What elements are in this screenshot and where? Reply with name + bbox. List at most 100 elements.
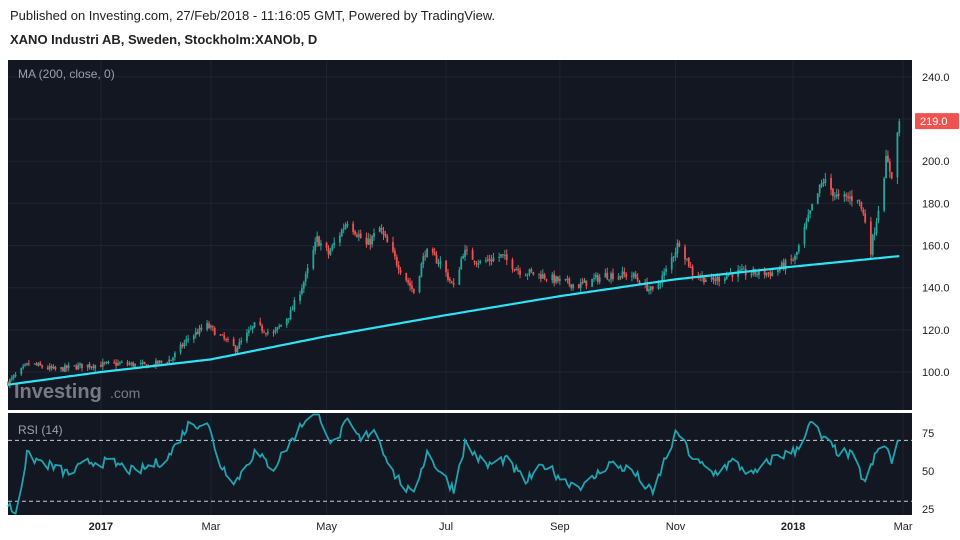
ma-indicator-label: MA (200, close, 0)	[18, 67, 115, 81]
watermark-brand: Investing	[14, 381, 102, 403]
candle-body	[393, 250, 396, 257]
candle-body	[519, 270, 521, 275]
candle-body	[608, 279, 611, 281]
candle-body	[291, 309, 294, 311]
candle-body	[450, 281, 453, 283]
candle-body	[873, 233, 876, 235]
candle-body	[359, 233, 362, 239]
candle-body	[378, 227, 381, 233]
candle-body	[54, 366, 57, 370]
candle-body	[126, 362, 129, 365]
candle-body	[750, 274, 753, 276]
candle-body	[120, 361, 123, 363]
candle-body	[678, 242, 681, 247]
price-pane-bg	[8, 60, 912, 410]
candle-body	[610, 273, 612, 280]
candle-body	[475, 262, 478, 264]
candle-body	[782, 262, 785, 270]
candle-body	[251, 326, 254, 330]
candle-body	[304, 273, 307, 282]
candle-body	[566, 279, 569, 281]
candle-body	[769, 272, 772, 277]
candle-body	[860, 201, 863, 209]
candle-body	[62, 367, 64, 372]
candle-body	[12, 375, 15, 378]
rsi-tick-label: 25	[922, 504, 934, 516]
candle-body	[196, 332, 199, 335]
candle-body	[557, 276, 559, 282]
ma-200-line	[7, 255, 900, 386]
candle-body	[464, 249, 466, 257]
candle-body	[851, 196, 853, 201]
candle-body	[325, 242, 328, 249]
candle-body	[528, 269, 531, 275]
candle-body	[484, 260, 487, 262]
candle-body	[830, 177, 832, 190]
x-tick-label: Mar	[201, 521, 220, 533]
candle-body	[210, 325, 212, 328]
price-tick-label: 240.0	[922, 72, 950, 84]
candle-body	[158, 360, 161, 364]
candle-body	[596, 275, 599, 282]
candle-body	[703, 275, 705, 283]
candle-body	[276, 327, 279, 331]
watermark-suffix: .com	[110, 385, 140, 401]
candle-body	[240, 340, 243, 343]
candle-body	[887, 155, 889, 163]
candle-body	[134, 363, 136, 367]
candle-body	[526, 274, 529, 276]
candle-body	[564, 278, 567, 280]
candle-body	[663, 271, 666, 276]
candle-body	[691, 266, 694, 276]
candle-body	[63, 365, 66, 372]
candle-body	[35, 363, 38, 366]
candle-body	[118, 362, 121, 364]
candle-body	[101, 362, 104, 367]
candle-body	[280, 324, 282, 327]
candle-body	[88, 363, 91, 368]
candle-body	[659, 283, 662, 285]
candle-body	[727, 274, 730, 276]
candle-body	[604, 273, 607, 278]
candle-body	[625, 273, 628, 278]
candle-body	[532, 271, 535, 275]
candle-body	[24, 364, 26, 366]
candle-body	[651, 286, 654, 290]
candle-body	[792, 260, 795, 262]
candle-body	[885, 156, 887, 179]
candle-body	[181, 344, 184, 347]
candle-body	[530, 269, 533, 272]
candle-body	[365, 237, 368, 245]
candle-body	[369, 238, 372, 245]
candle-body	[397, 265, 400, 270]
candle-body	[543, 274, 546, 279]
candle-body	[172, 357, 174, 361]
candle-body	[431, 248, 434, 253]
candle-body	[593, 277, 595, 279]
candle-body	[466, 249, 468, 251]
candle-body	[143, 361, 146, 365]
candle-body	[486, 259, 489, 261]
candle-body	[261, 325, 264, 332]
candle-body	[676, 243, 679, 254]
candle-body	[223, 335, 226, 339]
candle-body	[687, 257, 690, 267]
candle-body	[579, 282, 582, 289]
candles-series	[7, 118, 901, 389]
candle-body	[352, 223, 355, 233]
candle-body	[739, 269, 741, 271]
candle-body	[27, 363, 30, 365]
candle-body	[502, 254, 504, 256]
candle-body	[570, 284, 573, 289]
candle-body	[221, 334, 224, 336]
candle-body	[10, 377, 13, 380]
candle-body	[37, 363, 40, 366]
candle-body	[183, 342, 186, 347]
candle-body	[306, 267, 309, 274]
candle-body	[173, 352, 176, 358]
candle-body	[409, 282, 411, 286]
candle-body	[796, 251, 798, 255]
x-tick-label: Sep	[550, 521, 570, 533]
candle-body	[39, 362, 42, 366]
